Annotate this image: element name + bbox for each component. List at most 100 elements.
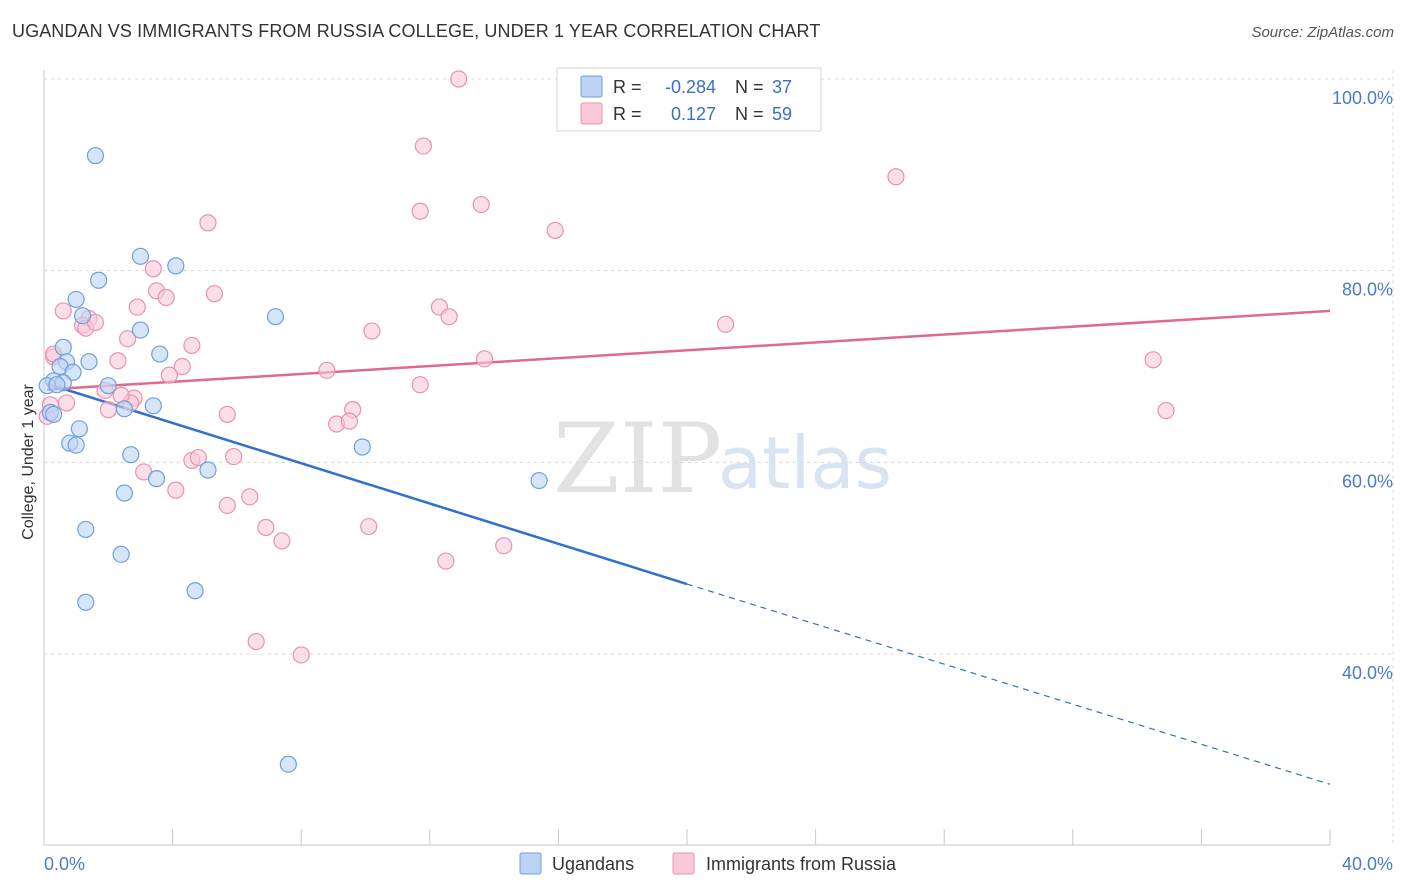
ugandans-point-0	[86, 147, 105, 165]
ugandans-point-22	[70, 420, 88, 438]
ugandans-point-3	[90, 271, 108, 289]
ugandans-point-21	[45, 405, 63, 424]
russia-point-24	[1144, 351, 1162, 369]
russia-point-2	[887, 168, 905, 186]
russia-point-27	[318, 361, 336, 379]
russia-point-7	[144, 260, 162, 278]
legend-r-label-2: R =	[613, 104, 642, 124]
trend-lines	[46, 309, 1331, 785]
ugandans-point-25	[353, 438, 371, 456]
ugandans-point-1	[131, 247, 150, 265]
bottom-legend-swatch-russia	[672, 852, 695, 875]
chart-title: UGANDAN VS IMMIGRANTS FROM RUSSIA COLLEG…	[12, 21, 821, 41]
russia-point-25	[109, 352, 127, 370]
ugandans-point-18	[115, 400, 133, 418]
russia-point-18	[716, 315, 735, 333]
russia-point-46	[241, 488, 259, 506]
legend-swatch-ugandans	[580, 75, 603, 98]
ugandans-point-36	[48, 376, 66, 394]
bottom-legend-swatch-ugandans	[519, 852, 542, 875]
ugandans-point-8	[54, 338, 72, 356]
legend-r-label-1: R =	[613, 77, 642, 97]
watermark-zip: ZIP	[553, 403, 722, 515]
russia-point-50	[273, 532, 291, 550]
ugandans-point-4	[67, 290, 85, 309]
trend-line-russia	[47, 309, 1331, 391]
ugandans-point-26	[122, 446, 140, 464]
ugandans-point-34	[77, 593, 95, 611]
ugandans-point-24	[67, 436, 85, 454]
russia-point-54	[292, 646, 310, 664]
ugandans-point-31	[77, 520, 95, 539]
bottom-legend-russia: Immigrants from Russia	[706, 854, 897, 874]
ugandans-point-13	[64, 363, 82, 381]
legend-r-value-1: -0.284	[665, 77, 716, 97]
russia-point-26	[173, 357, 191, 376]
trend-line-ugandans	[46, 382, 688, 586]
legend-r-value-2: 0.127	[671, 104, 716, 124]
ugandans-point-6	[73, 307, 92, 325]
ugandans-point-17	[99, 377, 117, 395]
y-tick-label-80: 80.0%	[1342, 280, 1393, 300]
ugandans-point-33	[186, 582, 204, 600]
y-tick-labels: 40.0% 60.0% 80.0% 100.0%	[1332, 88, 1393, 683]
russia-point-1	[414, 137, 432, 155]
ugandans-point-35	[279, 755, 297, 773]
legend-n-label-1: N =	[735, 77, 764, 97]
russia-point-42	[189, 448, 207, 467]
russia-point-28	[160, 366, 178, 384]
axes	[43, 70, 1331, 846]
russia-point-36	[218, 405, 236, 424]
legend-n-value-2: 59	[772, 104, 792, 124]
russia-point-21	[183, 336, 201, 355]
x-tick-label-max: 40.0%	[1342, 854, 1393, 874]
russia-point-20	[118, 330, 137, 348]
russia-point-51	[495, 537, 513, 555]
russia-point-4	[411, 202, 429, 220]
y-tick-label-100: 100.0%	[1332, 88, 1393, 108]
russia-point-14	[440, 308, 458, 326]
russia-point-48	[360, 517, 378, 536]
y-axis-label: College, Under 1 year	[20, 384, 37, 540]
watermark-atlas: atlas	[718, 421, 892, 505]
legend-n-label-2: N =	[735, 104, 764, 124]
russia-point-53	[247, 632, 265, 651]
ugandans-point-29	[530, 471, 548, 490]
russia-point-40	[340, 412, 359, 430]
russia-point-49	[257, 518, 275, 537]
russia-point-10	[128, 298, 146, 316]
ugandans-point-27	[199, 461, 217, 479]
russia-point-33	[57, 394, 76, 412]
ugandans-point-9	[151, 345, 169, 363]
russia-point-11	[157, 288, 175, 307]
russia-point-9	[205, 285, 223, 303]
x-tick-label-min: 0.0%	[44, 854, 85, 874]
ugandans-point-30	[115, 484, 133, 502]
russia-point-45	[167, 481, 185, 499]
data-points	[38, 70, 1175, 773]
legend: R = -0.284 N = 37 R = 0.127 N = 59	[556, 67, 822, 132]
russia-point-5	[199, 214, 217, 232]
bottom-legend: Ugandans Immigrants from Russia	[519, 852, 897, 875]
ugandans-point-2	[167, 257, 185, 275]
ugandans-point-28	[147, 470, 166, 488]
ugandans-point-5	[266, 308, 285, 326]
y-tick-label-60: 60.0%	[1342, 471, 1393, 491]
russia-point-52	[437, 552, 455, 570]
source-label: Source: ZipAtlas.com	[1251, 24, 1394, 41]
russia-point-0	[450, 70, 468, 88]
russia-point-6	[546, 221, 564, 240]
russia-point-37	[1157, 401, 1175, 420]
ugandans-point-11	[80, 353, 98, 371]
bottom-legend-ugandans: Ugandans	[552, 854, 634, 874]
y-tick-label-40: 40.0%	[1342, 663, 1393, 683]
russia-point-19	[363, 322, 381, 340]
russia-point-43	[225, 447, 243, 466]
russia-point-3	[472, 195, 490, 214]
russia-point-34	[99, 401, 117, 419]
legend-swatch-russia	[580, 102, 603, 125]
legend-n-value-1: 37	[772, 77, 792, 97]
ugandans-point-32	[112, 545, 130, 563]
ugandans-point-19	[144, 397, 162, 415]
russia-point-47	[218, 496, 236, 515]
